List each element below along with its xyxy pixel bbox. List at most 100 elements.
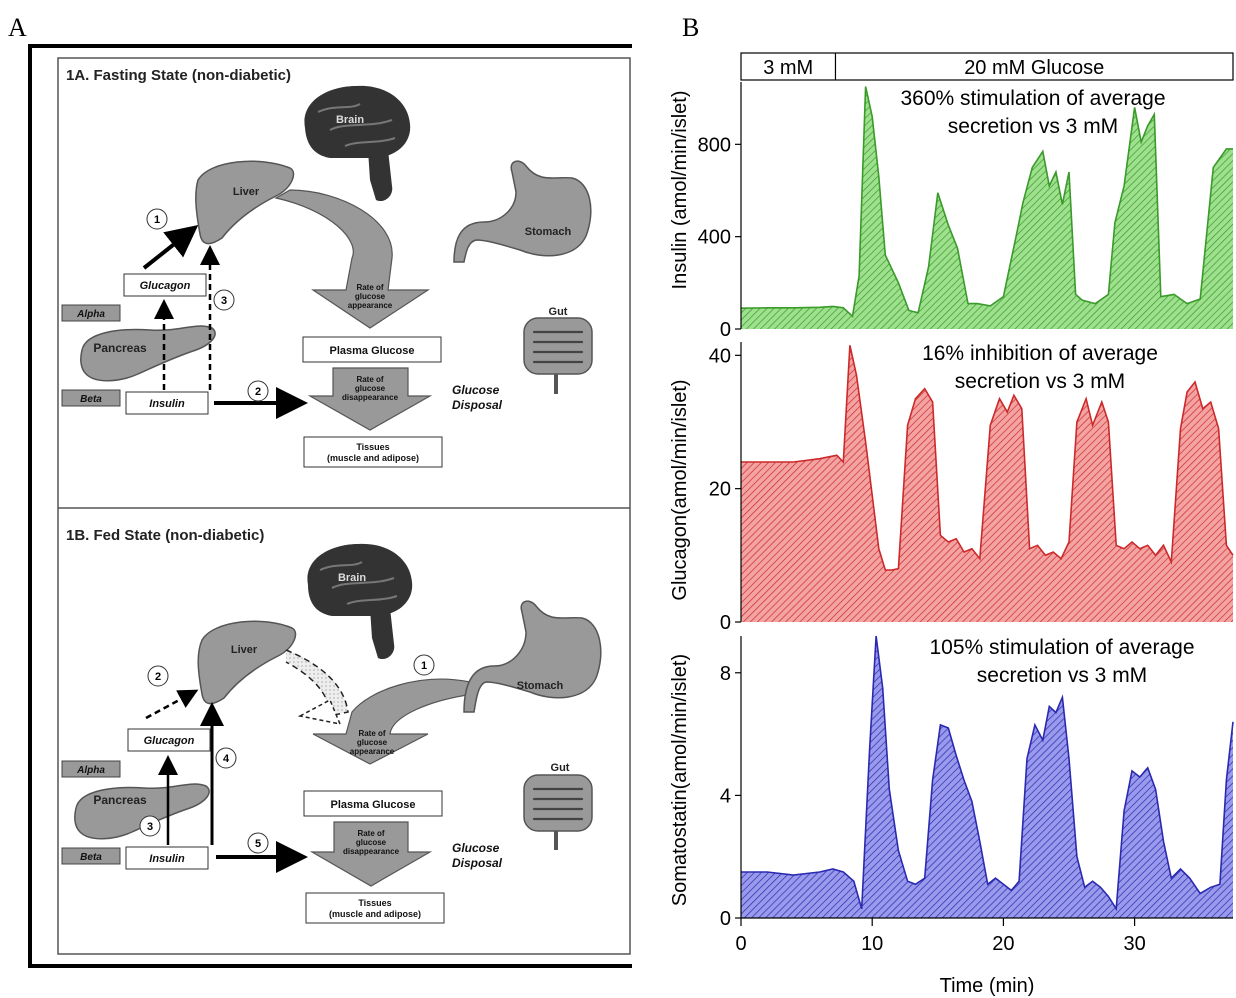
step-2-marker (247, 380, 269, 402)
fed-brain-icon: Brain (307, 543, 413, 660)
glucagon-annotation-line: secretion vs 3 mM (955, 370, 1125, 393)
appearance-line-1: Rate of (356, 283, 383, 292)
fed-gut-label: Gut (551, 762, 570, 774)
fed-step-5-label: 5 (255, 838, 261, 850)
stomach-icon: Stomach (453, 160, 592, 263)
somatostatin-annotation-line: secretion vs 3 mM (977, 664, 1147, 687)
fed-brain-label: Brain (338, 572, 366, 584)
step-1-label: 1 (154, 214, 160, 226)
liver-icon: Liver (195, 160, 295, 245)
step-3-marker (213, 289, 235, 311)
x-tick-label: 20 (992, 933, 1014, 955)
glucagon-line (741, 345, 1234, 571)
glucagon-panel: 0 20 40 Glucagon(amol/min/islet) 16% inhibit… (669, 342, 1234, 634)
arrow-glucagon-to-liver (142, 225, 199, 270)
glucagon-box (123, 273, 207, 297)
fed-appearance-line-3: appearance (350, 747, 395, 756)
fed-disposal-line-1: Glucose (452, 841, 500, 855)
x-tick-label: 0 (735, 933, 746, 955)
fed-title: 1B. Fed State (non-diabetic) (66, 527, 264, 544)
glucagon-y-axis-label: Glucagon(amol/min/islet) (669, 379, 691, 600)
somatostatin-panel: 0 4 8 Somatostatin(amol/min/islet) 105% stim… (669, 635, 1234, 930)
glucagon-area (741, 345, 1233, 622)
fed-alpha-label: Alpha (76, 765, 105, 776)
physiology-diagram: 1A. Fasting State (non-diabetic) Brain L… (28, 44, 632, 968)
disappearance-line-2: glucose (355, 384, 386, 393)
fed-liver-label: Liver (231, 644, 258, 656)
pancreas-label: Pancreas (93, 341, 147, 355)
fed-state-panel: 1B. Fed State (non-diabetic) Brain Liver… (61, 527, 602, 924)
beta-label: Beta (80, 394, 102, 405)
fed-arrow-glucagon-to-liver (145, 689, 199, 720)
fed-glucagon-label: Glucagon (144, 735, 195, 747)
insulin-y-tick-label: 800 (698, 134, 731, 156)
liver-output-dashed-arrow (285, 649, 349, 717)
fed-insulin-label: Insulin (149, 853, 185, 865)
fed-step-4-label: 4 (223, 753, 230, 765)
fed-gut-icon: Gut (523, 762, 593, 850)
gut-icon: Gut (523, 306, 593, 394)
fed-insulin-box (125, 846, 209, 870)
insulin-panel: 0 400 800 Insulin (amol/min/islet) 360% stim… (669, 82, 1233, 341)
alpha-label: Alpha (76, 309, 105, 320)
fed-appearance-line-1: Rate of (358, 729, 385, 738)
fed-step-1-label: 1 (421, 660, 427, 672)
somatostatin-annotation-line: 105% stimulation of average (930, 636, 1195, 659)
step-2-label: 2 (255, 386, 261, 398)
condition-low-label: 3 mM (763, 57, 813, 79)
disposal-line-2: Disposal (452, 398, 503, 412)
stomach-label: Stomach (525, 226, 572, 238)
gut-label: Gut (549, 306, 568, 318)
fed-glucose-disappearance-arrow: Rate of glucose disappearance (309, 821, 433, 887)
fed-step-1-marker (413, 654, 435, 676)
somatostatin-line (741, 635, 1234, 912)
tissues-line-2: (muscle and adipose) (327, 453, 419, 463)
brain-label: Brain (336, 114, 364, 126)
step-1-marker (146, 208, 168, 230)
fed-pancreas-icon: Pancreas (74, 783, 210, 840)
fed-disappearance-line-3: disappearance (343, 847, 400, 856)
fed-stomach-label: Stomach (517, 680, 564, 692)
beta-cell-box (61, 389, 121, 407)
x-axis-label: Time (min) (940, 975, 1035, 997)
insulin-y-tick-label: 400 (698, 227, 731, 249)
fed-pancreas-label: Pancreas (93, 793, 147, 807)
fed-alpha-cell-box (61, 760, 121, 778)
fed-disappearance-line-1: Rate of (357, 829, 384, 838)
panel-label-a: A (8, 13, 27, 42)
condition-bar (740, 52, 1234, 81)
somatostatin-y-tick-label: 4 (720, 785, 731, 807)
disappearance-line-3: disappearance (342, 393, 399, 402)
plasma-glucose-label: Plasma Glucose (330, 345, 415, 357)
glucagon-y-tick-label: 40 (709, 345, 731, 367)
glucagon-annotation-line: 16% inhibition of average (922, 342, 1158, 365)
insulin-y-tick-label: 0 (720, 319, 731, 341)
fed-beta-cell-box (61, 847, 121, 865)
fed-beta-label: Beta (80, 852, 102, 863)
fed-plasma-glucose-label: Plasma Glucose (331, 799, 416, 811)
plasma-glucose-box (302, 336, 442, 363)
fed-disposal-line-2: Disposal (452, 856, 503, 870)
glucagon-y-tick-label: 20 (709, 479, 731, 501)
pancreas-icon: Pancreas (80, 325, 216, 382)
somatostatin-y-tick-label: 8 (720, 663, 731, 685)
diagram-inner-border (57, 57, 631, 955)
glucose-disappearance-arrow: Rate of glucose disappearance (307, 367, 433, 431)
brain-icon: Brain (304, 85, 411, 202)
glucagon-y-tick-label: 0 (720, 612, 731, 634)
somatostatin-y-tick-label: 0 (720, 908, 731, 930)
disposal-line-1: Glucose (452, 383, 500, 397)
appearance-line-3: appearance (348, 301, 393, 310)
fed-stomach-icon: Stomach (463, 600, 602, 713)
fed-tissues-line-1: Tissues (358, 898, 391, 908)
x-tick-label: 30 (1123, 933, 1145, 955)
condition-high-label: 20 mM Glucose (964, 57, 1104, 79)
step-3-label: 3 (221, 295, 227, 307)
somatostatin-area (741, 636, 1233, 918)
tissues-line-1: Tissues (356, 442, 389, 452)
fed-liver-icon: Liver (197, 620, 297, 705)
tissues-box (303, 436, 443, 468)
